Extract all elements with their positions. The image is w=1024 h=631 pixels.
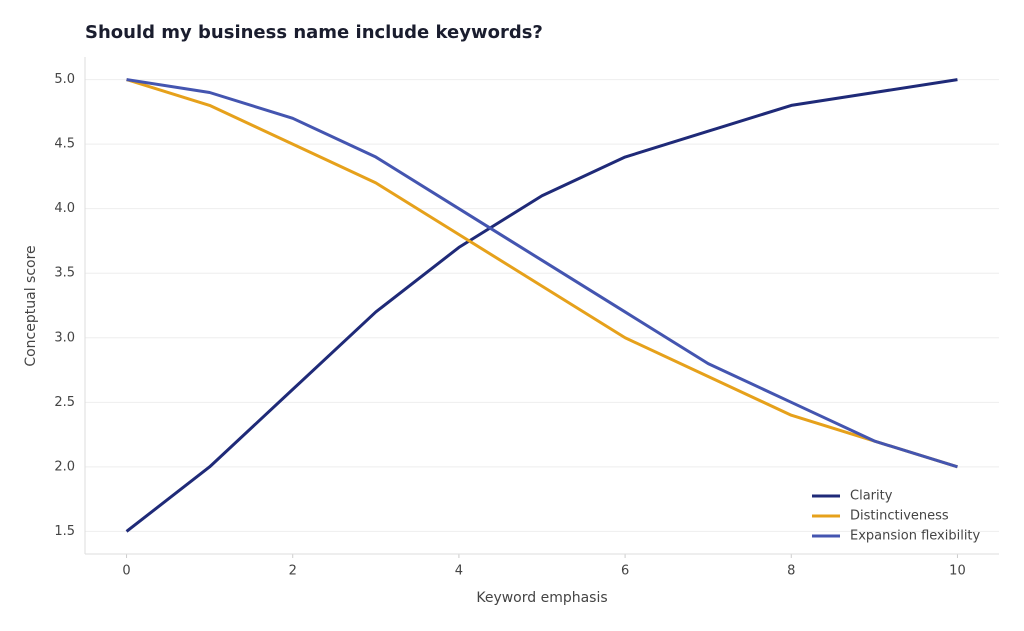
y-tick-label: 4.5 <box>54 137 75 152</box>
legend-label: Expansion flexibility <box>850 529 981 544</box>
x-tick-label: 8 <box>787 564 795 579</box>
x-axis-label: Keyword emphasis <box>476 590 607 606</box>
y-tick-label: 2.5 <box>54 395 75 410</box>
x-tick-label: 4 <box>455 564 463 579</box>
line-series <box>125 78 958 533</box>
line-series <box>126 78 958 469</box>
y-tick-label: 3.0 <box>54 330 75 345</box>
y-tick-label: 3.5 <box>54 266 75 281</box>
legend-label: Clarity <box>850 489 893 504</box>
y-tick-label: 1.5 <box>54 524 75 539</box>
line-series <box>126 78 958 469</box>
legend-label: Distinctiveness <box>850 509 949 524</box>
y-axis-label: Conceptual score <box>23 245 39 366</box>
y-tick-label: 2.0 <box>54 459 75 474</box>
x-tick-label: 0 <box>122 564 130 579</box>
x-tick-label: 6 <box>621 564 629 579</box>
x-tick-label: 2 <box>289 564 297 579</box>
y-tick-label: 4.0 <box>54 201 75 216</box>
y-tick-label: 5.0 <box>54 72 75 87</box>
chart-title: Should my business name include keywords… <box>85 22 543 43</box>
x-tick-label: 10 <box>949 564 966 579</box>
